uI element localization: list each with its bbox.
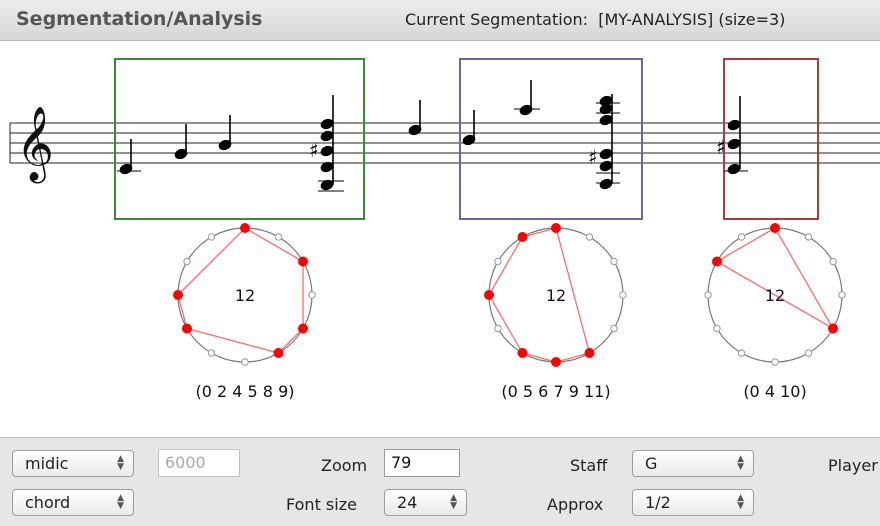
approx-select-value: 1/2: [645, 493, 671, 512]
pc-circle-center-label: 12: [235, 286, 255, 305]
control-panel: midic ▲ ▼ 6000 Zoom 79 Staff G ▲ ▼ Player …: [0, 437, 880, 526]
pc-point: [771, 358, 779, 366]
window-title: Segmentation/Analysis: [16, 8, 263, 30]
pc-point: [494, 324, 502, 333]
pc-point: [241, 358, 249, 366]
stepper-arrows-icon: ▲ ▼: [450, 493, 457, 511]
font-size-select[interactable]: 24 ▲ ▼: [384, 489, 467, 516]
staff: [9, 122, 880, 164]
pc-point-active: [517, 348, 528, 359]
notes: ♯ ♯: [117, 80, 748, 192]
segment-box-2[interactable]: [459, 58, 643, 220]
pc-point: [494, 257, 502, 266]
pc-polygon: [488, 227, 591, 363]
pc-point-active: [517, 231, 528, 242]
staff-select-value: G: [645, 454, 658, 473]
zoom-label: Zoom: [321, 456, 368, 475]
pc-point: [183, 257, 191, 266]
pc-point-active: [173, 290, 183, 300]
pc-point-active: [711, 256, 722, 267]
pc-point: [207, 233, 216, 241]
mode-select[interactable]: midic ▲ ▼: [12, 450, 134, 477]
pc-circle-3: 12 (0 4 10): [704, 223, 846, 401]
pc-point: [308, 291, 316, 299]
pc-point: [207, 349, 216, 357]
font-size-label: Font size: [286, 495, 357, 514]
pc-point: [838, 291, 846, 299]
pc-set-label: (0 2 4 5 8 9): [196, 382, 295, 401]
pc-point-active: [770, 223, 780, 233]
pc-circle-2: 12 (0 5 6 7 9 11): [484, 223, 627, 401]
pc-point-active: [484, 290, 494, 300]
pc-point-active: [298, 256, 309, 267]
zoom-field[interactable]: 79: [384, 449, 460, 477]
pc-set-label: (0 4 10): [743, 382, 806, 401]
stepper-arrows-icon: ▲ ▼: [737, 493, 744, 511]
pc-circle-center-label: 12: [765, 286, 785, 305]
view-select-value: chord: [25, 493, 71, 512]
approx-select[interactable]: 1/2 ▲ ▼: [632, 489, 754, 516]
pc-circle-1: 12 (0 2 4 5 8 9): [173, 223, 316, 401]
pc-point: [619, 291, 627, 299]
svg-text:♯: ♯: [716, 135, 726, 159]
pc-point: [585, 233, 594, 241]
player-label: Player: [828, 456, 878, 475]
svg-text:♯: ♯: [588, 145, 598, 169]
mode-select-value: midic: [25, 454, 69, 473]
staff-label: Staff: [570, 456, 608, 475]
pc-set-label: (0 5 6 7 9 11): [501, 382, 610, 401]
pc-point: [610, 257, 618, 266]
pc-point-active: [240, 223, 250, 233]
pc-point-active: [181, 323, 192, 334]
pc-point: [829, 257, 837, 266]
tempo-field[interactable]: 6000: [158, 449, 240, 477]
staff-select[interactable]: G ▲ ▼: [632, 450, 754, 477]
segment-box-3[interactable]: [723, 58, 819, 220]
pc-point-active: [828, 323, 839, 334]
pc-point-active: [273, 348, 284, 359]
pc-point: [737, 349, 746, 357]
pc-point-active: [551, 223, 561, 233]
current-segmentation-info: Current Segmentation: [MY-ANALYSIS] (siz…: [405, 10, 786, 29]
font-size-value: 24: [397, 493, 418, 512]
pitch-class-circles: 12 (0 2 4 5 8 9) 12 (0 5 6 7 9 11) 12 (0 4 10…: [173, 223, 846, 401]
pc-point: [804, 349, 813, 357]
pc-polygon: [715, 227, 835, 331]
pc-point: [274, 233, 283, 241]
pc-point: [737, 233, 746, 241]
treble-clef-icon: 𝄞: [16, 107, 54, 184]
header-bar: Segmentation/Analysis Current Segmentati…: [0, 0, 880, 41]
approx-label: Approx: [547, 495, 604, 514]
pc-point: [804, 233, 813, 241]
svg-text:♯: ♯: [309, 138, 319, 162]
score-area: 𝄞 ♯: [0, 41, 880, 436]
pc-point-active: [298, 323, 309, 334]
pc-point-active: [551, 357, 561, 367]
pc-circle-center-label: 12: [546, 286, 566, 305]
stepper-arrows-icon: ▲ ▼: [117, 493, 124, 511]
pc-point: [713, 324, 721, 333]
pc-point: [610, 324, 618, 333]
view-select[interactable]: chord ▲ ▼: [12, 489, 134, 516]
stepper-arrows-icon: ▲ ▼: [737, 454, 744, 472]
stepper-arrows-icon: ▲ ▼: [117, 454, 124, 472]
segment-box-1[interactable]: [114, 58, 365, 220]
pc-point-active: [584, 348, 595, 359]
pc-point: [704, 291, 712, 299]
